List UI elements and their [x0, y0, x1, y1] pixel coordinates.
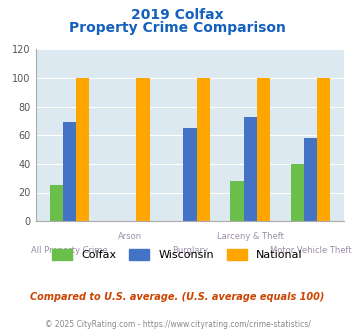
Bar [197, 78, 210, 221]
Legend: Colfax, Wisconsin, National: Colfax, Wisconsin, National [49, 246, 306, 263]
Text: Arson: Arson [118, 232, 142, 241]
Text: 2019 Colfax: 2019 Colfax [131, 8, 224, 22]
Bar [76, 78, 89, 221]
Bar [183, 128, 197, 221]
Bar [63, 122, 76, 221]
Text: © 2025 CityRating.com - https://www.cityrating.com/crime-statistics/: © 2025 CityRating.com - https://www.city… [45, 320, 310, 329]
Bar [50, 185, 63, 221]
Bar [290, 164, 304, 221]
Bar [304, 138, 317, 221]
Bar [257, 78, 270, 221]
Bar [244, 117, 257, 221]
Text: Burglary: Burglary [172, 246, 208, 255]
Text: All Property Crime: All Property Crime [31, 246, 108, 255]
Bar [317, 78, 330, 221]
Text: Property Crime Comparison: Property Crime Comparison [69, 21, 286, 35]
Bar [230, 181, 244, 221]
Bar [136, 78, 149, 221]
Text: Larceny & Theft: Larceny & Theft [217, 232, 284, 241]
Text: Motor Vehicle Theft: Motor Vehicle Theft [269, 246, 351, 255]
Text: Compared to U.S. average. (U.S. average equals 100): Compared to U.S. average. (U.S. average … [30, 292, 325, 302]
